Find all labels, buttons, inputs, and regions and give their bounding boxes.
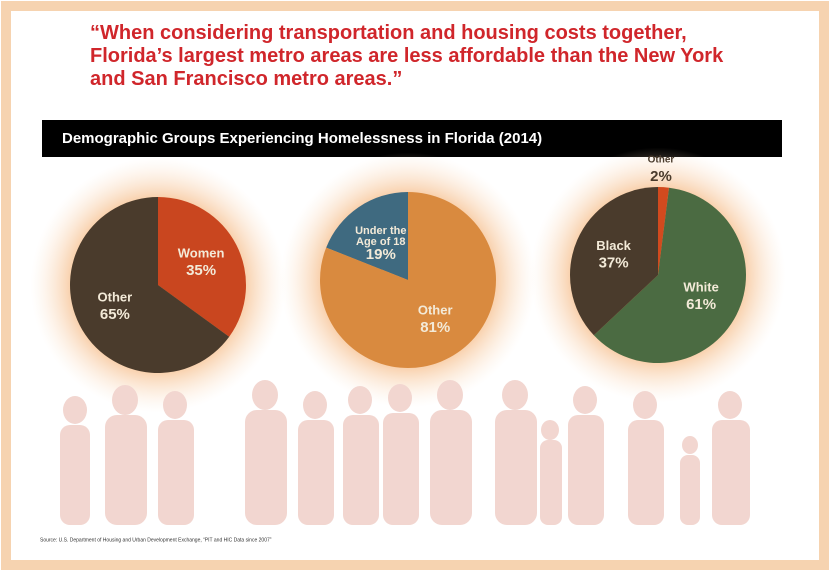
pie-slice <box>319 192 496 369</box>
slice-label-box: Under the Age of 18 <box>355 224 407 248</box>
source: Source: U.S. Department of Housing and U… <box>40 537 272 543</box>
slice-label: Other <box>98 289 133 304</box>
slice-value: 35% <box>186 262 216 279</box>
slice-value: 81% <box>420 319 450 336</box>
pie-slice <box>158 197 246 337</box>
slice-value: 65% <box>100 306 130 323</box>
quote: “When considering transportation and hou… <box>90 22 724 90</box>
pie-slice <box>570 187 658 336</box>
slice-label: Other <box>418 302 453 317</box>
slice-value: 37% <box>599 255 629 272</box>
silhouettes <box>60 380 750 525</box>
title: Demographic Groups Experiencing Homeless… <box>62 130 542 147</box>
slice-value: 61% <box>686 296 716 313</box>
quote-box: “When considering transportation and hou… <box>90 22 724 90</box>
slice-label: White <box>683 279 718 294</box>
slice-label: Other <box>648 155 675 166</box>
pie-slice <box>326 192 408 280</box>
pie-slice <box>593 187 746 363</box>
slice-label: Under the Age of 18 <box>355 224 407 248</box>
slice-label: Women <box>178 245 225 260</box>
pie-slice <box>70 197 230 374</box>
pie-slice <box>658 187 670 275</box>
slice-value: 2% <box>650 168 672 185</box>
slice-label: Black <box>596 238 631 253</box>
slice-value: 19% <box>366 246 396 263</box>
